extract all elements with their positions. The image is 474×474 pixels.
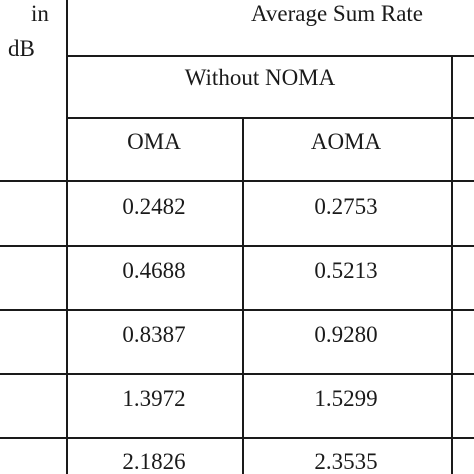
row3-oma-value: 0.8387 <box>122 322 186 347</box>
row4-aoma-value: 1.5299 <box>314 386 378 411</box>
grid-vline-right <box>451 55 453 474</box>
header-col1-line2: dB <box>8 36 35 61</box>
grid-vline-mid <box>242 117 244 474</box>
row5-aoma-value: 2.3535 <box>314 449 378 474</box>
grid-hline-row1 <box>0 245 474 247</box>
header-col1-line1: in <box>31 1 49 26</box>
row2-aoma-value: 0.5213 <box>314 258 378 283</box>
row3-aoma-value: 0.9280 <box>314 322 378 347</box>
row4-oma-value: 1.3972 <box>122 386 186 411</box>
header-subgroup-title: Without NOMA <box>184 65 336 90</box>
grid-hline-under-subgroup <box>66 117 474 119</box>
row5-oma-value: 2.1826 <box>122 449 186 474</box>
grid-hline-header-bottom <box>0 180 474 182</box>
row2-oma-value: 0.4688 <box>122 258 186 283</box>
header-col-aoma: AOMA <box>310 129 382 154</box>
header-col-oma: OMA <box>127 129 181 154</box>
grid-hline-row2 <box>0 309 474 311</box>
row1-oma-value: 0.2482 <box>122 194 186 219</box>
header-group-title: Average Sum Rate <box>250 1 424 26</box>
grid-hline-under-group <box>66 55 474 57</box>
row1-aoma-value: 0.2753 <box>314 194 378 219</box>
grid-hline-row4 <box>0 437 474 439</box>
grid-vline-left <box>66 0 68 474</box>
grid-hline-row3 <box>0 373 474 375</box>
